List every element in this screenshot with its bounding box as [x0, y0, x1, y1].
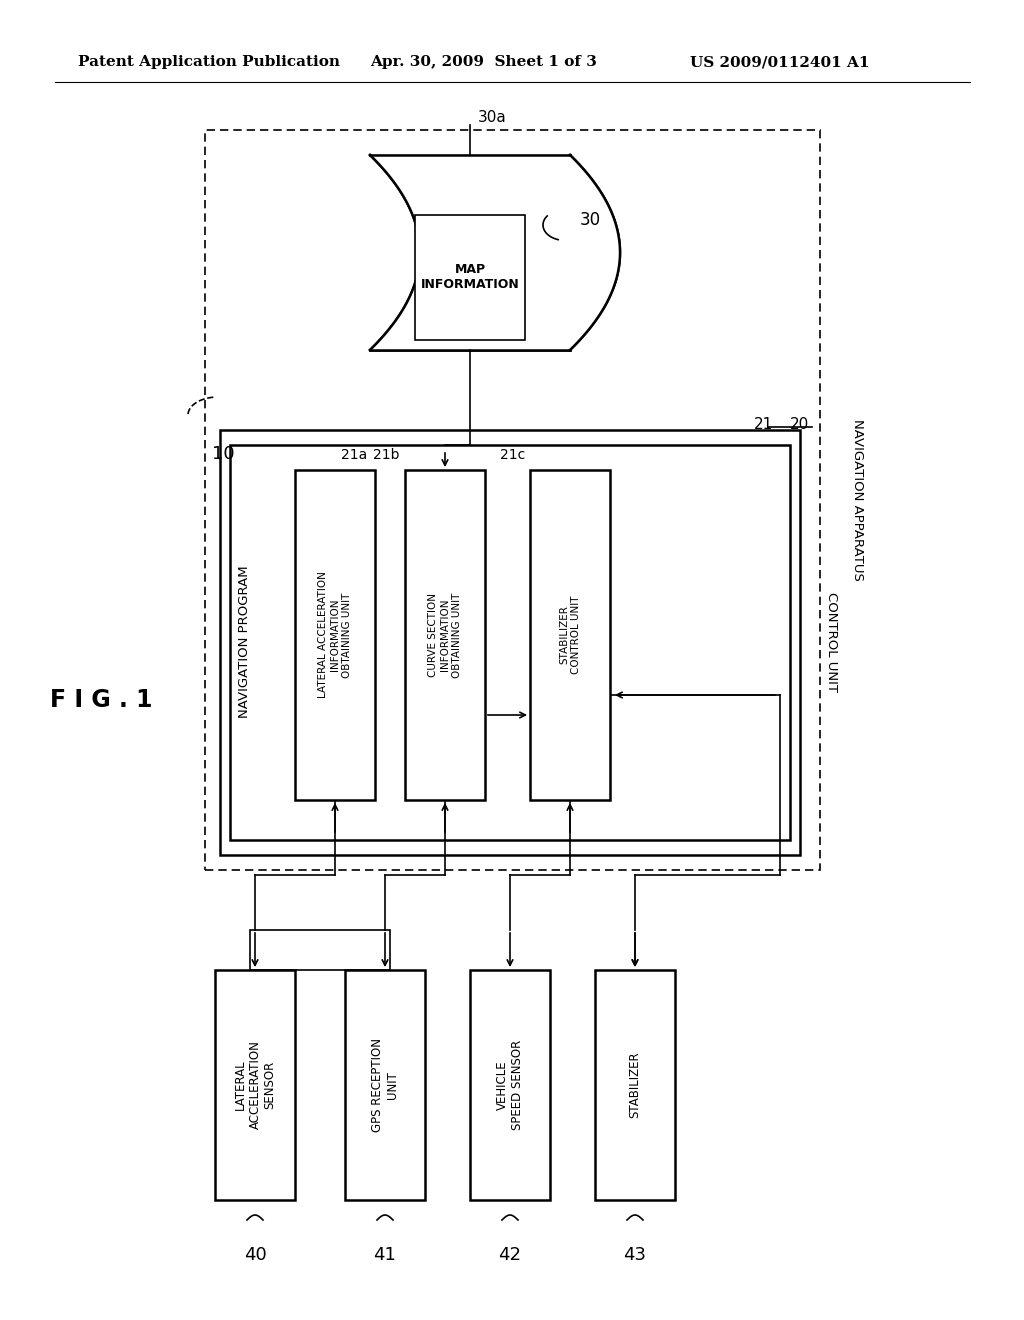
- Text: 42: 42: [499, 1246, 521, 1265]
- Text: US 2009/0112401 A1: US 2009/0112401 A1: [690, 55, 869, 69]
- Bar: [230, 445, 790, 840]
- Text: LATERAL
ACCELERATION
SENSOR: LATERAL ACCELERATION SENSOR: [233, 1040, 276, 1130]
- Bar: [595, 970, 675, 1200]
- Text: 40: 40: [244, 1246, 266, 1265]
- Text: STABILIZER: STABILIZER: [629, 1052, 641, 1118]
- Text: 21a: 21a: [341, 447, 367, 462]
- Text: NAVIGATION APPARATUS: NAVIGATION APPARATUS: [852, 418, 864, 581]
- Text: NAVIGATION PROGRAM: NAVIGATION PROGRAM: [238, 566, 251, 718]
- Text: VEHICLE
SPEED SENSOR: VEHICLE SPEED SENSOR: [496, 1040, 524, 1130]
- Text: CURVE SECTION
INFORMATION
OBTAINING UNIT: CURVE SECTION INFORMATION OBTAINING UNIT: [428, 593, 462, 677]
- Bar: [406, 470, 485, 800]
- Text: Apr. 30, 2009  Sheet 1 of 3: Apr. 30, 2009 Sheet 1 of 3: [370, 55, 597, 69]
- Text: 21: 21: [754, 417, 773, 432]
- Text: 21b: 21b: [374, 447, 400, 462]
- Bar: [250, 931, 390, 970]
- Bar: [415, 215, 525, 341]
- Text: GPS RECEPTION
UNIT: GPS RECEPTION UNIT: [371, 1038, 399, 1133]
- Polygon shape: [370, 154, 620, 350]
- Text: 10: 10: [212, 445, 234, 463]
- Text: F I G . 1: F I G . 1: [50, 688, 153, 711]
- Text: MAP
INFORMATION: MAP INFORMATION: [421, 263, 519, 290]
- Bar: [470, 970, 550, 1200]
- Text: 21c: 21c: [500, 447, 525, 462]
- Text: STABILIZER
CONTROL UNIT: STABILIZER CONTROL UNIT: [559, 595, 581, 675]
- Text: 30a: 30a: [478, 110, 507, 125]
- Bar: [220, 430, 800, 855]
- Text: CONTROL UNIT: CONTROL UNIT: [825, 591, 839, 692]
- Bar: [205, 129, 820, 870]
- Bar: [215, 970, 295, 1200]
- Text: 20: 20: [790, 417, 809, 432]
- Bar: [530, 470, 610, 800]
- Bar: [295, 470, 375, 800]
- Bar: [345, 970, 425, 1200]
- Text: LATERAL ACCELERATION
INFORMATION
OBTAINING UNIT: LATERAL ACCELERATION INFORMATION OBTAINI…: [318, 572, 351, 698]
- Text: 30: 30: [580, 211, 601, 228]
- Text: 43: 43: [624, 1246, 646, 1265]
- Text: 41: 41: [374, 1246, 396, 1265]
- Text: Patent Application Publication: Patent Application Publication: [78, 55, 340, 69]
